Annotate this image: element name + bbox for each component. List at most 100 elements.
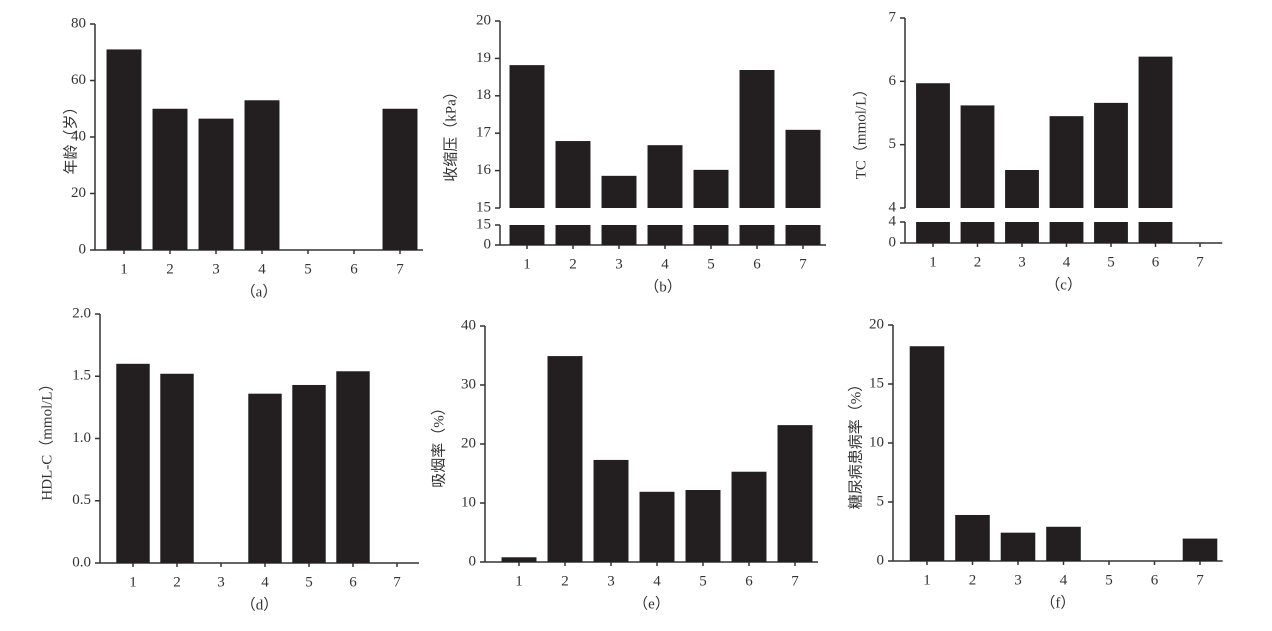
bar: [116, 363, 150, 563]
x-tick-label: 5: [707, 256, 715, 272]
panel-caption: （b）: [644, 278, 682, 295]
bar: [685, 490, 721, 562]
x-tick-label: 6: [753, 256, 761, 272]
x-tick-label: 6: [745, 573, 753, 589]
y-axis-label: 收缩压（kPa）: [442, 84, 459, 182]
x-tick-label: 1: [523, 256, 531, 272]
y-tick-label: 1.0: [72, 430, 91, 446]
bar-lower: [647, 225, 683, 245]
bar: [1049, 116, 1084, 208]
bar-lower: [601, 225, 637, 245]
y-tick-label: 1.5: [72, 368, 91, 384]
x-tick-label: 4: [258, 261, 266, 277]
x-tick-label: 5: [304, 261, 312, 277]
bar: [509, 65, 545, 208]
x-tick-label: 4: [261, 574, 269, 590]
panel-caption: （a）: [241, 283, 278, 300]
x-tick-label: 6: [1151, 572, 1159, 588]
x-tick-label: 3: [217, 574, 225, 590]
bar: [960, 105, 995, 208]
bar-lower: [739, 225, 775, 245]
bar: [909, 346, 945, 561]
bar-lower: [1138, 222, 1173, 243]
y-tick-label: 40: [461, 317, 476, 333]
bar: [955, 514, 990, 561]
x-tick-label: 6: [349, 574, 357, 590]
bar: [198, 118, 234, 250]
y-tick-label: 10: [869, 434, 884, 450]
x-tick-label: 3: [1014, 572, 1022, 588]
bar: [639, 491, 675, 562]
y-axis-label: 吸烟率（%）: [430, 400, 447, 488]
x-tick-label: 3: [1018, 254, 1026, 270]
x-tick-label: 7: [799, 256, 807, 272]
x-tick-label: 4: [1063, 254, 1071, 270]
bar: [1094, 102, 1128, 208]
bar: [601, 175, 637, 208]
bar-lower: [555, 225, 591, 245]
y-tick-label: 30: [461, 376, 476, 392]
x-tick-label: 1: [120, 261, 128, 277]
bar-lower: [509, 225, 545, 245]
y-tick-label: 80: [71, 15, 86, 31]
x-tick-label: 5: [305, 574, 313, 590]
panel-caption: （e）: [633, 595, 670, 612]
x-tick-label: 2: [173, 574, 181, 590]
x-tick-label: 2: [969, 572, 977, 588]
x-tick-label: 2: [569, 256, 577, 272]
y-axis-label: HDL-C（mmol/L）: [38, 376, 55, 500]
bar: [739, 69, 775, 208]
bar: [1182, 538, 1218, 561]
bar-lower: [1005, 222, 1039, 243]
y-tick-label: 5: [889, 136, 897, 152]
y-tick-label: 60: [71, 72, 86, 88]
x-tick-label: 1: [129, 574, 137, 590]
y-axis-label: 年龄（岁）: [62, 99, 79, 174]
panel-caption: （d）: [241, 596, 279, 613]
bar-lower: [693, 225, 729, 245]
bar: [1046, 526, 1081, 561]
y-tick-label: 0: [484, 236, 492, 252]
y-tick-label: 0.0: [72, 554, 91, 570]
y-tick-label: 2.0: [72, 305, 91, 321]
x-tick-label: 7: [1196, 572, 1204, 588]
y-tick-label: 4: [889, 199, 897, 215]
y-axis-label: TC（mmol/L）: [852, 82, 869, 180]
y-tick-label: 15: [476, 216, 491, 232]
bar: [501, 557, 537, 562]
panel-caption: （c）: [1045, 276, 1082, 293]
bar: [1005, 170, 1039, 208]
y-tick-label: 15: [476, 199, 491, 215]
bar: [593, 459, 629, 562]
bar: [382, 108, 418, 250]
x-tick-label: 7: [396, 261, 404, 277]
y-tick-label: 19: [476, 50, 491, 66]
x-tick-label: 5: [1107, 254, 1115, 270]
y-tick-label: 0.5: [72, 492, 91, 508]
y-tick-label: 20: [869, 316, 884, 332]
bar-lower: [916, 222, 950, 243]
y-tick-label: 10: [461, 494, 476, 510]
x-tick-label: 3: [212, 261, 220, 277]
y-tick-label: 0: [469, 553, 477, 569]
bar: [647, 145, 683, 208]
y-tick-label: 17: [476, 125, 492, 141]
bar: [336, 371, 370, 563]
y-tick-label: 18: [476, 87, 491, 103]
x-tick-label: 6: [1152, 254, 1160, 270]
bar: [152, 108, 188, 250]
bar-lower: [960, 222, 995, 243]
y-tick-label: 40: [71, 128, 86, 144]
bar: [248, 393, 282, 563]
bar: [731, 471, 767, 562]
x-tick-label: 7: [791, 573, 799, 589]
y-tick-label: 20: [476, 12, 491, 28]
x-tick-label: 6: [350, 261, 358, 277]
y-tick-label: 0: [79, 241, 87, 257]
y-tick-label: 15: [869, 375, 884, 391]
x-tick-label: 5: [699, 573, 707, 589]
bar: [785, 129, 821, 208]
x-tick-label: 2: [561, 573, 569, 589]
x-tick-label: 5: [1105, 572, 1113, 588]
